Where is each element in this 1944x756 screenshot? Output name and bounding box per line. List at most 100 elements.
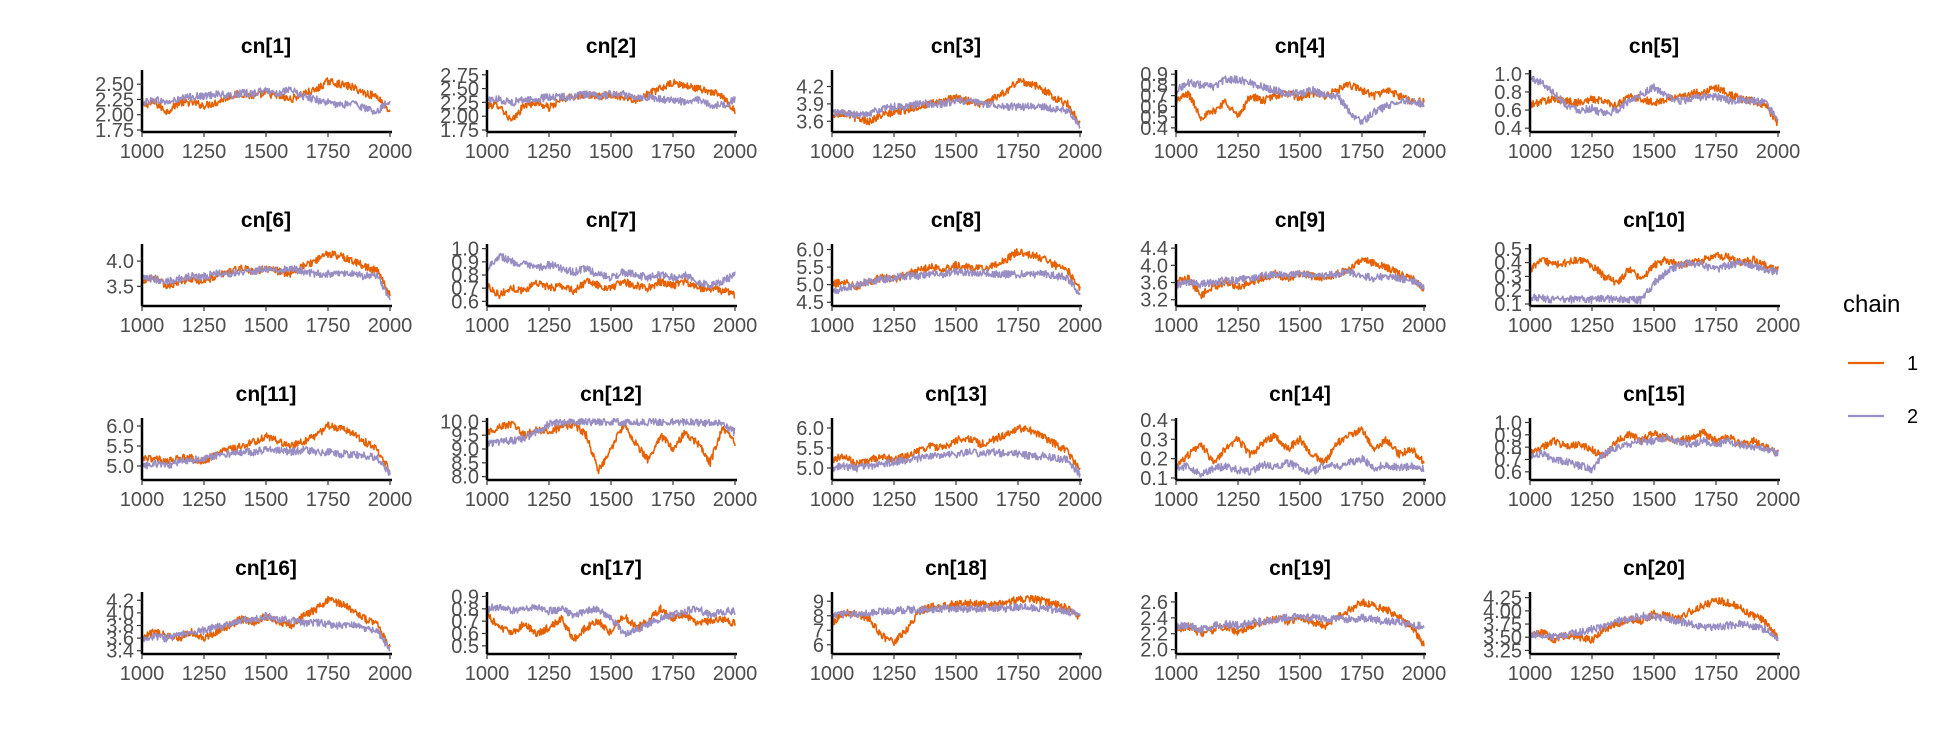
y-tick-label: 2.00: [95, 105, 134, 127]
x-tick-label: 1250: [527, 315, 572, 337]
y-tick-label: 0.4: [1494, 253, 1522, 275]
x-tick-label: 1000: [1508, 489, 1553, 511]
x-tick-label: 1750: [996, 663, 1041, 685]
y-tick-label: 6: [813, 635, 824, 657]
x-tick-label: 1750: [651, 315, 696, 337]
y-tick-label: 3.9: [796, 94, 824, 116]
y-tick-label: 0.8: [1494, 437, 1522, 459]
x-tick-label: 1000: [1154, 489, 1199, 511]
x-tick-label: 1500: [1632, 663, 1677, 685]
y-tick-label: 2.25: [95, 89, 134, 111]
y-tick-label: 0.5: [1140, 107, 1168, 129]
x-tick-label: 1250: [1216, 663, 1261, 685]
x-tick-label: 1000: [1508, 663, 1553, 685]
trace-chain-2: [1529, 75, 1779, 122]
x-tick-label: 1500: [589, 315, 634, 337]
panel-cn[16]: cn[16] 3.43.63.84.04.2 1000 1250 1500 1750 200…: [106, 557, 412, 685]
y-tick-label: 0.4: [1494, 118, 1522, 140]
panel-title: cn[19]: [1269, 557, 1331, 580]
x-tick-label: 1750: [996, 315, 1041, 337]
y-tick-label: 0.8: [1494, 82, 1522, 104]
y-tick-label: 4.5: [796, 292, 824, 314]
x-tick-label: 1750: [996, 141, 1041, 163]
panel-title: cn[8]: [931, 209, 981, 232]
x-tick-label: 1000: [1508, 315, 1553, 337]
y-tick-label: 1.75: [95, 120, 134, 142]
panel-title: cn[13]: [925, 383, 987, 406]
panel-cn[9]: cn[9] 3.23.64.04.4 1000 1250 1500 1750 2000: [1140, 209, 1446, 337]
y-tick-label: 5.5: [796, 257, 824, 279]
panel-cn[7]: cn[7] 0.60.70.80.91.0 1000 1250 1500 1750 2000: [451, 209, 757, 337]
panel-title: cn[20]: [1623, 557, 1685, 580]
y-tick-label: 4.25: [1483, 588, 1522, 610]
y-tick-label: 4.0: [106, 251, 134, 273]
y-tick-label: 5.0: [796, 275, 824, 297]
y-tick-label: 2.0: [1140, 640, 1168, 662]
y-tick-label: 2.00: [440, 106, 479, 128]
x-tick-label: 1000: [810, 141, 855, 163]
panel-title: cn[5]: [1629, 35, 1679, 58]
x-tick-label: 1000: [1508, 141, 1553, 163]
y-tick-label: 0.6: [1494, 100, 1522, 122]
x-tick-label: 1500: [934, 315, 979, 337]
trace-chain-2: [831, 602, 1081, 621]
trace-chain-2: [141, 265, 391, 301]
x-tick-label: 1250: [1570, 663, 1615, 685]
y-tick-label: 1.0: [1494, 412, 1522, 434]
y-tick-label: 2.50: [95, 74, 134, 96]
x-tick-label: 1500: [1278, 141, 1323, 163]
trace-chain-1: [1529, 428, 1779, 459]
y-tick-label: 5.0: [106, 456, 134, 478]
y-tick-label: 5.5: [106, 436, 134, 458]
x-tick-label: 1000: [465, 141, 510, 163]
y-tick-label: 6.0: [796, 418, 824, 440]
y-tick-label: 3.6: [796, 111, 824, 133]
y-tick-label: 0.3: [1494, 266, 1522, 288]
trace-chain-2: [831, 447, 1081, 478]
panel-cn[14]: cn[14] 0.10.20.30.4 1000 1250 1500 1750 2000: [1140, 383, 1446, 511]
y-tick-label: 2.25: [440, 92, 479, 114]
x-tick-label: 2000: [1058, 489, 1103, 511]
panel-title: cn[7]: [586, 209, 636, 232]
x-tick-label: 2000: [713, 315, 758, 337]
x-tick-label: 1000: [465, 315, 510, 337]
y-tick-label: 0.8: [1140, 75, 1168, 97]
trace-chain-2: [141, 611, 391, 652]
y-tick-label: 0.1: [1140, 468, 1168, 490]
x-tick-label: 1750: [306, 663, 351, 685]
x-tick-label: 1750: [1694, 315, 1739, 337]
y-tick-label: 0.8: [451, 265, 479, 287]
panel-title: cn[18]: [925, 557, 987, 580]
x-tick-label: 2000: [1058, 663, 1103, 685]
panel-cn[2]: cn[2] 1.752.002.252.502.75 1000 1250 1500 175…: [440, 35, 757, 163]
y-tick-label: 6.0: [796, 240, 824, 262]
x-tick-label: 2000: [1058, 141, 1103, 163]
trace-chain-1: [486, 419, 736, 475]
x-tick-label: 1250: [872, 141, 917, 163]
x-tick-label: 2000: [713, 663, 758, 685]
y-tick-label: 1.0: [1494, 64, 1522, 86]
y-tick-label: 0.9: [1140, 64, 1168, 86]
x-tick-label: 1000: [120, 141, 165, 163]
y-tick-label: 0.5: [1494, 239, 1522, 261]
x-tick-label: 1500: [1632, 315, 1677, 337]
x-tick-label: 1750: [1340, 315, 1385, 337]
panel-title: cn[4]: [1275, 35, 1325, 58]
y-tick-label: 8.0: [451, 467, 479, 489]
x-tick-label: 1500: [244, 315, 289, 337]
panel-cn[19]: cn[19] 2.02.22.42.6 1000 1250 1500 1750 2000: [1140, 557, 1446, 685]
x-tick-label: 1250: [872, 315, 917, 337]
y-tick-label: 10.0: [440, 411, 479, 433]
trace-chain-1: [1175, 257, 1425, 300]
y-tick-label: 0.7: [1140, 86, 1168, 108]
x-tick-label: 1750: [651, 489, 696, 511]
y-tick-label: 4.0: [1140, 255, 1168, 277]
x-tick-label: 2000: [1402, 663, 1447, 685]
trace-chain-1: [831, 594, 1081, 647]
y-tick-label: 0.6: [1140, 96, 1168, 118]
x-tick-label: 1500: [589, 141, 634, 163]
panel-cn[17]: cn[17] 0.50.60.70.80.9 1000 1250 1500 1750 200…: [451, 557, 757, 685]
x-tick-label: 1000: [1154, 663, 1199, 685]
